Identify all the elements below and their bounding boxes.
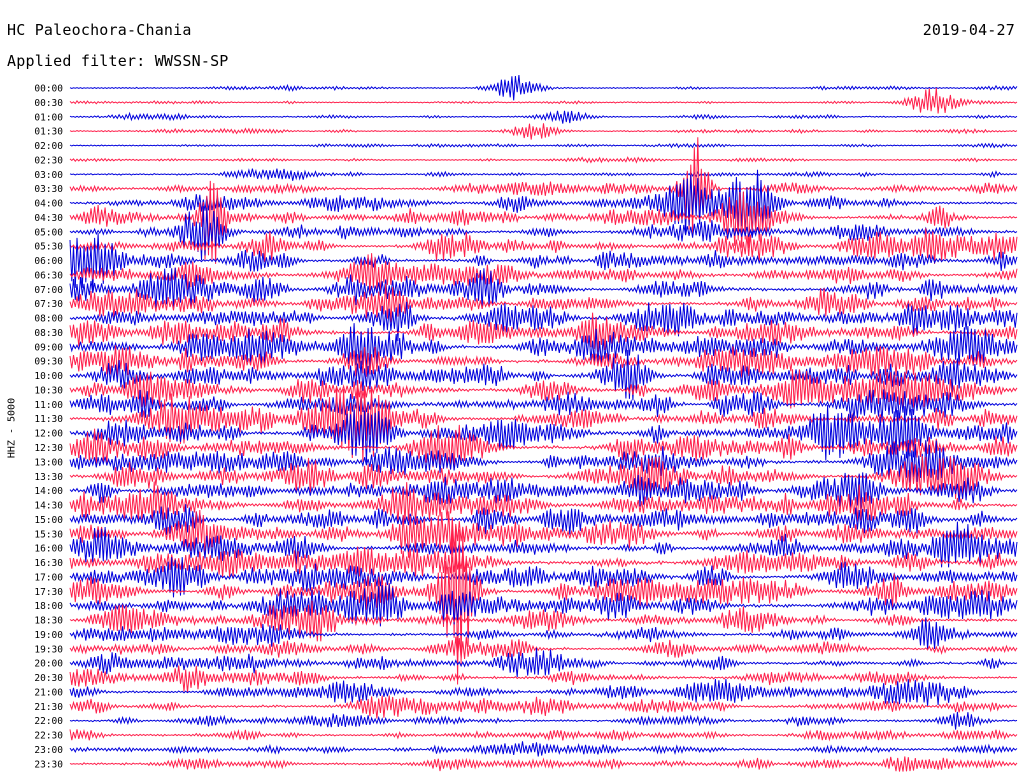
trace-line [69,481,1018,525]
trace-line [69,617,1018,650]
row-time-label: 18:30 [34,616,63,627]
trace-line [69,380,1018,462]
trace-line [69,142,1018,149]
trace-line [69,695,1018,719]
trace-line [69,756,1018,772]
trace-line [69,369,1018,410]
row-time-label: 23:00 [34,745,63,756]
trace-line [69,137,1018,235]
row-time-label: 17:00 [34,572,63,583]
row-time-label: 11:30 [34,414,63,425]
trace-line [69,521,1018,568]
row-time-label: 07:30 [34,299,63,310]
trace-line [69,424,1018,470]
row-time-label: 21:30 [34,702,63,713]
row-time-label: 01:00 [34,112,63,123]
trace-line [69,156,1018,164]
row-time-label: 09:30 [34,357,63,368]
trace-line [69,312,1018,353]
trace-line [69,74,1018,101]
row-time-label: 21:00 [34,687,63,698]
trace-line [69,323,1018,372]
row-time-label: 08:00 [34,314,63,325]
trace-line [69,349,1018,401]
trace-line [69,110,1018,124]
station-title: HC Paleochora-Chania [7,21,192,39]
row-time-label: 19:00 [34,630,63,641]
row-time-label: 16:00 [34,544,63,555]
trace-line [69,711,1018,730]
row-time-label: 06:30 [34,270,63,281]
trace-line [69,253,1018,295]
row-time-label: 18:00 [34,601,63,612]
row-time-label: 17:30 [34,587,63,598]
row-time-label: 02:00 [34,141,63,152]
trace-line [69,636,1018,660]
row-time-label: 23:30 [34,759,63,770]
row-time-label: 19:30 [34,644,63,655]
row-time-label: 05:30 [34,242,63,253]
trace-line [69,584,1018,627]
trace-line [69,169,1018,238]
row-time-label: 12:30 [34,443,63,454]
trace-line [69,472,1018,509]
row-time-label: 01:30 [34,127,63,138]
trace-line [69,123,1018,140]
trace-line [69,180,1018,264]
row-time-label: 11:00 [34,400,63,411]
trace-line [69,404,1018,464]
filter-label: Applied filter: WWSSN-SP [7,52,229,70]
row-time-label: 08:30 [34,328,63,339]
row-time-label: 10:30 [34,385,63,396]
row-time-label: 14:30 [34,501,63,512]
trace-line [69,600,1018,642]
trace-line [69,728,1018,742]
row-time-label: 16:30 [34,558,63,569]
row-time-label: 07:00 [34,285,63,296]
row-time-label: 00:00 [34,84,63,95]
row-time-label: 15:00 [34,515,63,526]
row-time-label: 22:30 [34,731,63,742]
row-time-label: 09:00 [34,342,63,353]
row-time-label: 02:30 [34,155,63,166]
trace-line [69,283,1018,323]
trace-line [69,557,1018,598]
trace-line [69,504,1018,536]
row-time-label: 00:30 [34,98,63,109]
row-time-label: 06:00 [34,256,63,267]
trace-line [69,678,1018,706]
trace-line [69,440,1018,483]
trace-line [69,520,1018,685]
trace-line [69,345,1018,379]
trace-line [69,389,1018,423]
row-time-label: 14:00 [34,486,63,497]
trace-line [69,665,1018,693]
trace-line [69,168,1018,181]
record-date: 2019-04-27 [922,21,1015,39]
row-time-label: 05:00 [34,227,63,238]
trace-line [69,228,1018,264]
trace-line [69,233,1018,292]
trace-line [69,741,1018,757]
trace-line [69,267,1018,310]
row-time-label: 13:30 [34,472,63,483]
trace-line [69,509,1018,558]
row-time-label: 13:00 [34,457,63,468]
row-time-label: 22:00 [34,716,63,727]
row-time-label: 20:00 [34,659,63,670]
row-time-label: 04:30 [34,213,63,224]
trace-line [69,206,1018,261]
row-time-label: 10:00 [34,371,63,382]
trace-line [69,87,1018,114]
row-time-label: 12:00 [34,429,63,440]
row-time-label: 04:00 [34,199,63,210]
row-time-label: 20:30 [34,673,63,684]
row-time-label: 03:00 [34,170,63,181]
trace-line [69,647,1018,678]
row-time-label: 03:30 [34,184,63,195]
row-time-label: 15:30 [34,529,63,540]
trace-line [69,301,1018,342]
trace-line [69,546,1018,578]
